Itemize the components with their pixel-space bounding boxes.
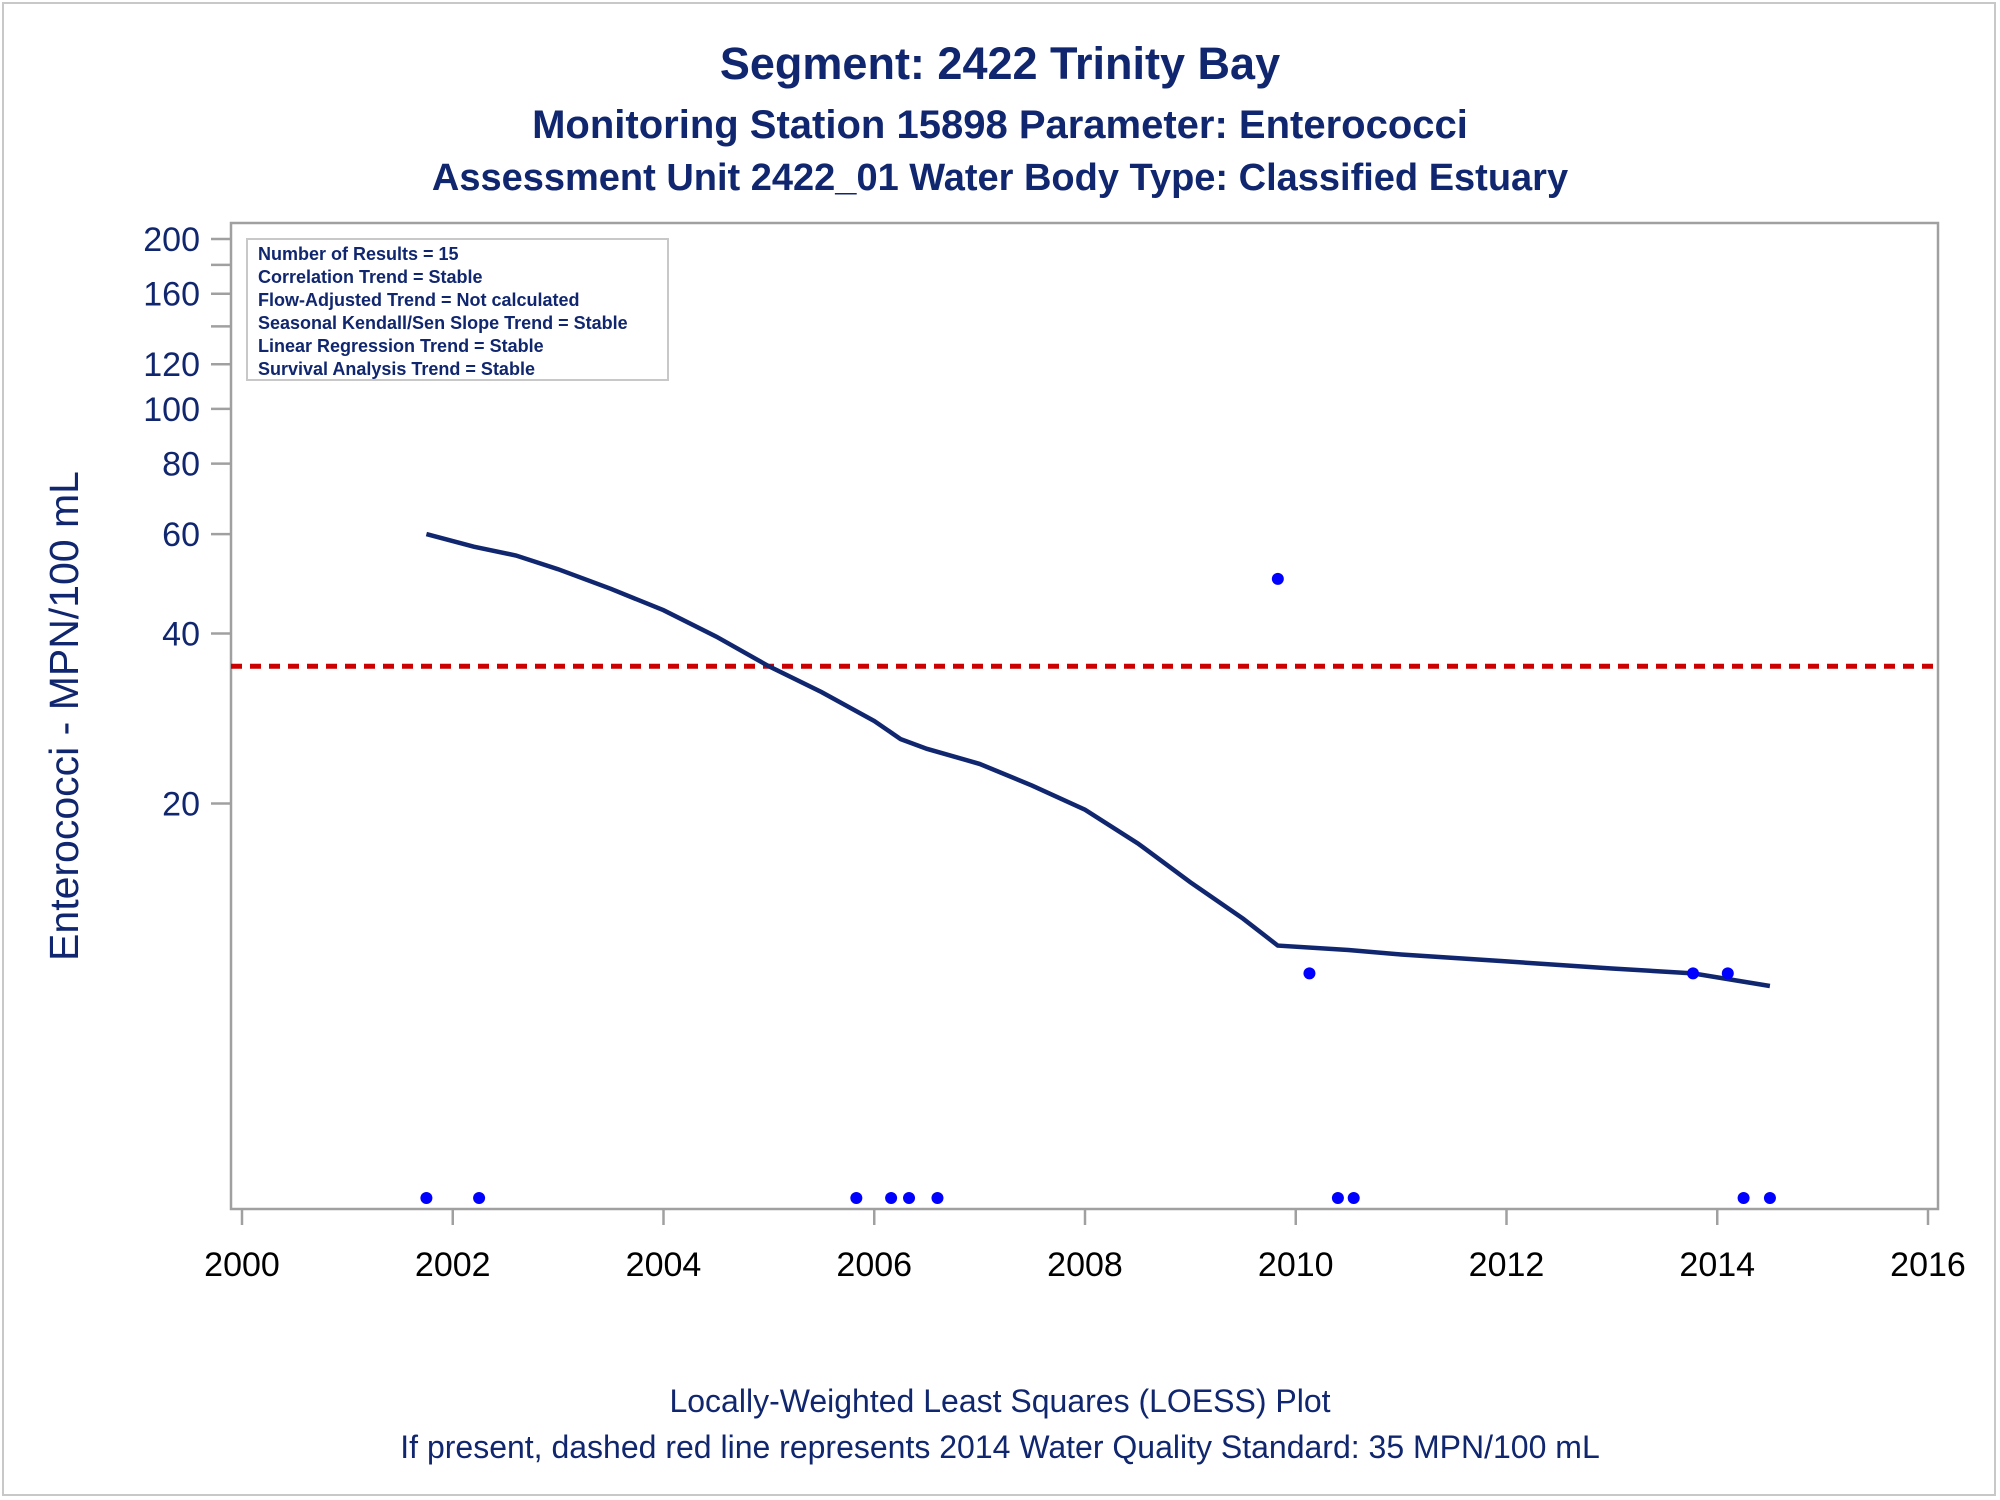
data-point xyxy=(1721,967,1734,980)
data-point xyxy=(473,1192,486,1204)
x-tick-label: 2006 xyxy=(836,1246,912,1284)
inset-linear-regression-trend: Linear Regression Trend = Stable xyxy=(258,336,544,356)
data-point xyxy=(1331,1192,1344,1204)
inset-seasonal-kendall-trend: Seasonal Kendall/Sen Slope Trend = Stabl… xyxy=(258,313,628,333)
footnote-standard: If present, dashed red line represents 2… xyxy=(400,1429,1599,1465)
inset-correlation-trend: Correlation Trend = Stable xyxy=(258,267,483,287)
data-point xyxy=(931,1192,944,1204)
chart-subtitle-assessment: Assessment Unit 2422_01 Water Body Type:… xyxy=(432,157,1568,199)
y-tick-label: 40 xyxy=(162,616,200,654)
y-tick-label: 160 xyxy=(143,276,200,314)
stats-inset-box xyxy=(246,238,669,381)
y-tick-label: 100 xyxy=(143,391,200,429)
y-tick-label: 80 xyxy=(162,446,200,484)
loess-trend-line xyxy=(425,531,1771,989)
y-tick-label: 20 xyxy=(162,785,200,823)
inset-flow-adjusted-trend: Flow-Adjusted Trend = Not calculated xyxy=(258,290,580,310)
x-tick-label: 2014 xyxy=(1679,1246,1755,1284)
data-point xyxy=(420,1192,433,1204)
x-tick-label: 2008 xyxy=(1047,1246,1123,1284)
x-tick-label: 2004 xyxy=(626,1246,702,1284)
data-point xyxy=(885,1192,898,1204)
data-point xyxy=(1737,1192,1750,1204)
data-point xyxy=(850,1192,863,1204)
x-axis: 2000 2002 2004 2006 2008 2010 2012 2014 2016 xyxy=(204,1209,1966,1284)
data-point xyxy=(1271,572,1284,585)
chart-subtitle-station: Monitoring Station 15898 Parameter: Ente… xyxy=(532,103,1468,147)
data-point xyxy=(1303,967,1316,980)
chart-title: Segment: 2422 Trinity Bay xyxy=(720,38,1280,89)
y-axis: 20 40 60 80 100 120 160 200 xyxy=(143,221,231,823)
x-tick-label: 2000 xyxy=(204,1246,280,1284)
y-tick-label: 120 xyxy=(143,346,200,384)
inset-survival-analysis-trend: Survival Analysis Trend = Stable xyxy=(258,359,535,379)
data-point xyxy=(1763,1192,1776,1204)
stats-inset: Number of Results = 15 Correlation Trend… xyxy=(246,238,669,381)
data-points xyxy=(420,237,1776,1204)
y-axis-label: Enterococci - MPN/100 mL xyxy=(41,471,87,961)
data-point xyxy=(903,1192,916,1204)
x-tick-label: 2010 xyxy=(1258,1246,1334,1284)
footnote-loess: Locally-Weighted Least Squares (LOESS) P… xyxy=(669,1383,1330,1419)
inset-number-of-results: Number of Results = 15 xyxy=(258,244,459,264)
x-tick-label: 2016 xyxy=(1890,1246,1966,1284)
y-tick-label: 60 xyxy=(162,516,200,554)
data-point xyxy=(1687,967,1700,980)
y-tick-label: 200 xyxy=(143,221,200,259)
x-tick-label: 2002 xyxy=(415,1246,491,1284)
data-point xyxy=(1347,1192,1360,1204)
x-tick-label: 2012 xyxy=(1469,1246,1545,1284)
